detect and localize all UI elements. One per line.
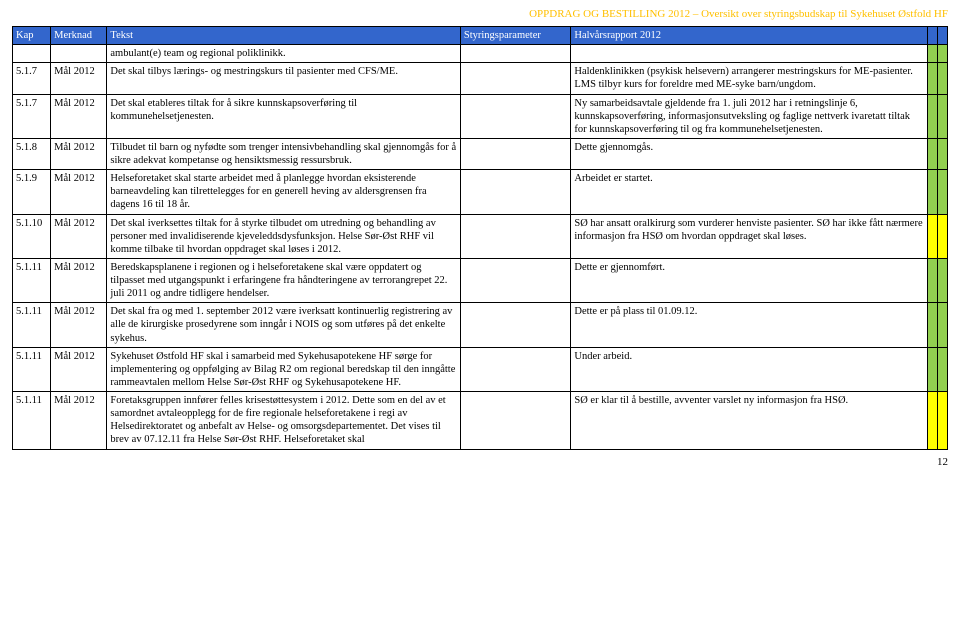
cell-tekst: Det skal fra og med 1. september 2012 væ…	[107, 303, 461, 347]
cell-tekst: Det skal tilbys lærings- og mestringskur…	[107, 63, 461, 94]
cell-halv: Dette er gjennomført.	[571, 258, 928, 302]
col-halvar: Halvårsrapport 2012	[571, 27, 928, 45]
cell-kap: 5.1.11	[13, 347, 51, 391]
table-row: 5.1.10Mål 2012Det skal iverksettes tilta…	[13, 214, 948, 258]
cell-merk: Mål 2012	[51, 170, 107, 214]
table-row: 5.1.7Mål 2012Det skal tilbys lærings- og…	[13, 63, 948, 94]
cell-styr	[460, 303, 570, 347]
cell-styr	[460, 170, 570, 214]
cell-halv: Haldenklinikken (psykisk helsevern) arra…	[571, 63, 928, 94]
cell-halv: Under arbeid.	[571, 347, 928, 391]
cell-styr	[460, 392, 570, 450]
cell-tekst: Helseforetaket skal starte arbeidet med …	[107, 170, 461, 214]
status-cell-1	[927, 392, 937, 450]
table-row: 5.1.7Mål 2012Det skal etableres tiltak f…	[13, 94, 948, 138]
status-cell-2	[937, 170, 947, 214]
cell-kap: 5.1.11	[13, 303, 51, 347]
col-kap: Kap	[13, 27, 51, 45]
cell-halv: Dette er på plass til 01.09.12.	[571, 303, 928, 347]
table-row: 5.1.9Mål 2012Helseforetaket skal starte …	[13, 170, 948, 214]
cell-tekst: ambulant(e) team og regional poliklinikk…	[107, 45, 461, 63]
table-row: ambulant(e) team og regional poliklinikk…	[13, 45, 948, 63]
col-styring: Styringsparameter	[460, 27, 570, 45]
table-row: 5.1.11Mål 2012Det skal fra og med 1. sep…	[13, 303, 948, 347]
cell-merk: Mål 2012	[51, 258, 107, 302]
cell-merk: Mål 2012	[51, 392, 107, 450]
col-tekst: Tekst	[107, 27, 461, 45]
status-cell-1	[927, 138, 937, 169]
cell-styr	[460, 63, 570, 94]
cell-merk: Mål 2012	[51, 138, 107, 169]
status-cell-1	[927, 303, 937, 347]
status-cell-2	[937, 214, 947, 258]
status-cell-2	[937, 45, 947, 63]
cell-tekst: Tilbudet til barn og nyfødte som trenger…	[107, 138, 461, 169]
cell-kap: 5.1.10	[13, 214, 51, 258]
status-cell-2	[937, 258, 947, 302]
cell-kap: 5.1.8	[13, 138, 51, 169]
status-cell-1	[927, 258, 937, 302]
cell-merk: Mål 2012	[51, 94, 107, 138]
cell-styr	[460, 138, 570, 169]
cell-halv: SØ er klar til å bestille, avventer vars…	[571, 392, 928, 450]
cell-merk	[51, 45, 107, 63]
cell-tekst: Sykehuset Østfold HF skal i samarbeid me…	[107, 347, 461, 391]
col-status2	[937, 27, 947, 45]
status-cell-2	[937, 63, 947, 94]
cell-merk: Mål 2012	[51, 214, 107, 258]
cell-tekst: Foretaksgruppen innfører felles krisestø…	[107, 392, 461, 450]
cell-halv: Ny samarbeidsavtale gjeldende fra 1. jul…	[571, 94, 928, 138]
page-number: 12	[12, 456, 948, 468]
cell-kap: 5.1.11	[13, 392, 51, 450]
cell-tekst: Det skal etableres tiltak for å sikre ku…	[107, 94, 461, 138]
cell-halv	[571, 45, 928, 63]
table-row: 5.1.11Mål 2012Beredskapsplanene i region…	[13, 258, 948, 302]
cell-halv: SØ har ansatt oralkirurg som vurderer he…	[571, 214, 928, 258]
cell-merk: Mål 2012	[51, 63, 107, 94]
status-cell-1	[927, 45, 937, 63]
status-cell-2	[937, 347, 947, 391]
table-row: 5.1.8Mål 2012Tilbudet til barn og nyfødt…	[13, 138, 948, 169]
cell-halv: Dette gjennomgås.	[571, 138, 928, 169]
cell-tekst: Det skal iverksettes tiltak for å styrke…	[107, 214, 461, 258]
cell-merk: Mål 2012	[51, 303, 107, 347]
status-cell-1	[927, 94, 937, 138]
cell-halv: Arbeidet er startet.	[571, 170, 928, 214]
cell-kap: 5.1.7	[13, 94, 51, 138]
status-cell-2	[937, 94, 947, 138]
cell-merk: Mål 2012	[51, 347, 107, 391]
cell-styr	[460, 258, 570, 302]
cell-kap: 5.1.11	[13, 258, 51, 302]
table-row: 5.1.11Mål 2012Foretaksgruppen innfører f…	[13, 392, 948, 450]
document-header: OPPDRAG OG BESTILLING 2012 – Oversikt ov…	[12, 8, 948, 20]
status-cell-2	[937, 138, 947, 169]
status-cell-1	[927, 347, 937, 391]
table-row: 5.1.11Mål 2012Sykehuset Østfold HF skal …	[13, 347, 948, 391]
status-cell-1	[927, 170, 937, 214]
cell-styr	[460, 45, 570, 63]
status-cell-1	[927, 214, 937, 258]
status-cell-2	[937, 392, 947, 450]
cell-styr	[460, 214, 570, 258]
cell-kap	[13, 45, 51, 63]
col-status1	[927, 27, 937, 45]
cell-tekst: Beredskapsplanene i regionen og i helsef…	[107, 258, 461, 302]
status-cell-2	[937, 303, 947, 347]
status-cell-1	[927, 63, 937, 94]
main-table: Kap Merknad Tekst Styringsparameter Halv…	[12, 26, 948, 450]
cell-kap: 5.1.7	[13, 63, 51, 94]
table-header-row: Kap Merknad Tekst Styringsparameter Halv…	[13, 27, 948, 45]
cell-styr	[460, 347, 570, 391]
col-merknad: Merknad	[51, 27, 107, 45]
cell-kap: 5.1.9	[13, 170, 51, 214]
cell-styr	[460, 94, 570, 138]
